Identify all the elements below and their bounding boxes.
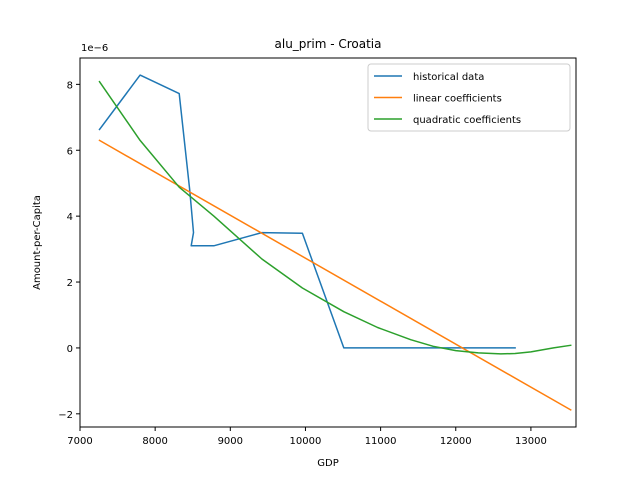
y-tick-label: 0 — [67, 344, 73, 355]
y-tick-label: 6 — [67, 146, 73, 157]
y-axis-ticks: −2 0 2 4 6 8 — [58, 80, 80, 421]
legend-box — [367, 63, 571, 132]
plot-frame — [79, 57, 577, 428]
x-tick-label: 8000 — [142, 436, 167, 447]
y-tick-label: −2 — [58, 410, 73, 421]
y-tick-label: 2 — [67, 278, 73, 289]
legend-label: quadratic coefficients — [413, 115, 521, 126]
series-line-linear-coefficients — [98, 139, 572, 411]
y-tick-label: 8 — [67, 80, 73, 91]
y-axis-offset-label: 1e−6 — [81, 43, 108, 54]
x-tick-label: 9000 — [218, 436, 243, 447]
series-line-quadratic-coefficients — [98, 80, 572, 355]
x-tick-label: 10000 — [290, 436, 322, 447]
series-line-historical-data — [98, 74, 516, 349]
x-axis-ticks: 7000 8000 9000 10000 11000 12000 13000 — [67, 427, 547, 447]
x-axis-label: GDP — [317, 458, 338, 469]
chart-title: alu_prim - Croatia — [275, 37, 382, 51]
x-tick-label: 12000 — [440, 436, 472, 447]
y-tick-label: 4 — [67, 212, 73, 223]
legend-label: historical data — [413, 72, 484, 83]
x-tick-label: 7000 — [67, 436, 92, 447]
x-tick-label: 11000 — [365, 436, 397, 447]
y-axis-label: Amount-per-Capita — [32, 195, 43, 290]
legend: historical data linear coefficients quadra… — [367, 63, 571, 132]
x-tick-label: 13000 — [515, 436, 547, 447]
plot-series — [98, 74, 572, 411]
legend-label: linear coefficients — [413, 94, 502, 105]
